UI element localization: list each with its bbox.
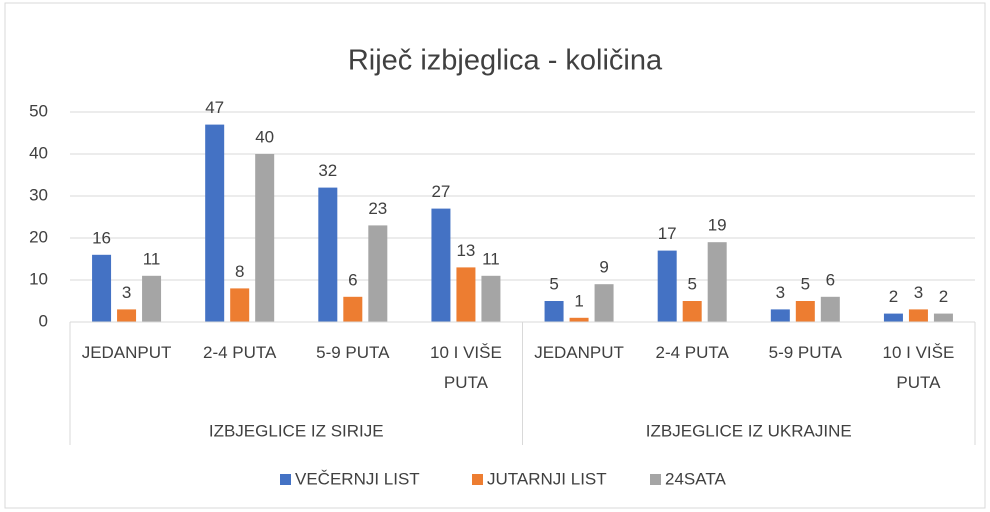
y-tick-label: 10 <box>29 269 48 288</box>
x-tick-label: JEDANPUT <box>534 343 624 362</box>
data-label: 11 <box>482 249 500 268</box>
legend-label: VEČERNJI LIST <box>295 469 420 488</box>
data-label: 32 <box>318 161 337 180</box>
data-label: 6 <box>348 270 357 289</box>
y-tick-label: 0 <box>39 311 48 330</box>
legend-swatch <box>472 474 483 485</box>
y-tick-label: 20 <box>29 227 48 246</box>
data-label: 2 <box>889 287 898 306</box>
bar <box>682 301 702 322</box>
x-tick-label: 2-4 PUTA <box>203 343 277 362</box>
bar <box>142 275 162 322</box>
bar <box>343 296 363 322</box>
bar <box>594 284 614 322</box>
data-label: 5 <box>801 274 810 293</box>
data-label: 5 <box>687 274 696 293</box>
data-label: 3 <box>914 283 923 302</box>
legend-label: JUTARNJI LIST <box>487 469 607 488</box>
x-tick-label: 10 I VIŠE PUTA <box>430 343 502 392</box>
bar <box>569 317 589 322</box>
bar <box>117 309 137 322</box>
bar <box>908 309 928 322</box>
data-label: 9 <box>599 258 608 277</box>
bar <box>707 242 727 322</box>
group-label: IZBJEGLICE IZ UKRAJINE <box>646 421 852 440</box>
chart-title: Riječ izbjeglica - količina <box>348 45 663 77</box>
x-tick-label: 5-9 PUTA <box>316 343 390 362</box>
legend-label: 24SATA <box>665 469 726 488</box>
bar <box>770 309 790 322</box>
bar <box>318 187 338 322</box>
bar <box>795 301 815 322</box>
data-label: 6 <box>826 270 835 289</box>
data-label: 3 <box>776 283 785 302</box>
bar <box>481 275 501 322</box>
y-tick-label: 50 <box>29 101 48 120</box>
data-label: 16 <box>92 228 111 247</box>
bar <box>544 301 564 322</box>
bar <box>657 250 677 322</box>
bar <box>431 208 451 322</box>
y-tick-label: 40 <box>29 143 48 162</box>
data-label: 27 <box>431 182 450 201</box>
data-label: 2 <box>939 287 948 306</box>
data-label: 11 <box>143 249 161 268</box>
chart-border <box>4 2 986 509</box>
data-label: 47 <box>205 98 224 117</box>
y-tick-label: 30 <box>29 185 48 204</box>
x-tick-label: 10 I VIŠE PUTA <box>882 343 955 392</box>
data-label: 40 <box>255 127 274 146</box>
data-label: 1 <box>574 291 583 310</box>
data-label: 23 <box>368 199 387 218</box>
bar <box>883 313 903 322</box>
bar <box>368 225 388 322</box>
x-tick-label: 2-4 PUTA <box>655 343 729 362</box>
data-label: 17 <box>658 224 677 243</box>
bar <box>255 154 275 322</box>
group-label: IZBJEGLICE IZ SIRIJE <box>209 421 384 440</box>
legend-swatch <box>280 474 291 485</box>
legend-swatch <box>650 474 661 485</box>
data-label: 8 <box>235 262 244 281</box>
x-tick-label: JEDANPUT <box>81 343 172 362</box>
bar <box>820 296 840 322</box>
bar <box>456 267 476 322</box>
bar <box>205 124 225 322</box>
bar <box>933 313 953 322</box>
x-tick-label: 5-9 PUTA <box>768 343 842 362</box>
data-label: 13 <box>456 241 475 260</box>
bar <box>92 254 112 322</box>
bar <box>230 288 250 322</box>
data-label: 5 <box>549 274 558 293</box>
data-label: 3 <box>122 283 131 302</box>
data-label: 19 <box>708 216 727 235</box>
